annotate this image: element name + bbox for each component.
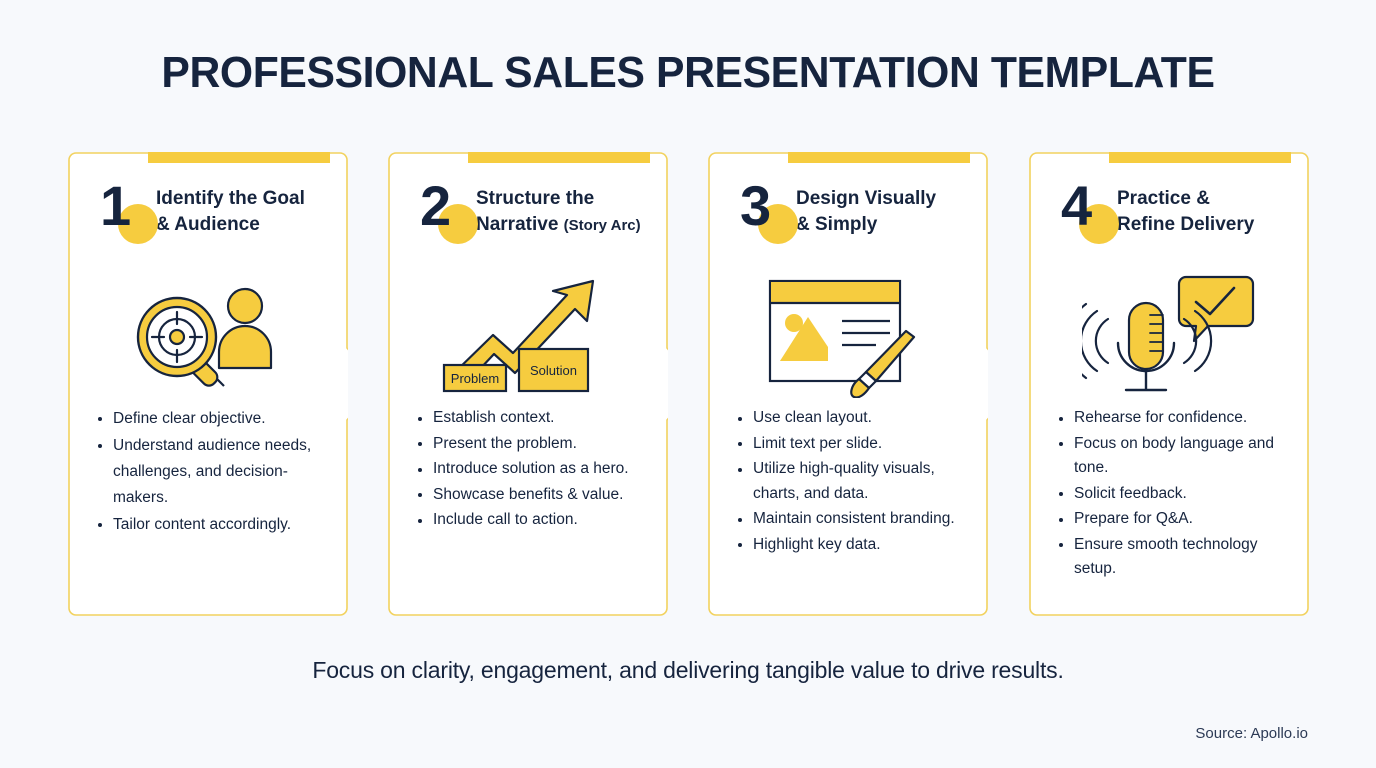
card-illustration bbox=[90, 264, 326, 406]
list-item: Introduce solution as a hero. bbox=[414, 457, 646, 482]
step-number: 3 bbox=[740, 174, 771, 237]
list-item: Highlight key data. bbox=[734, 533, 966, 558]
step-card-3[interactable]: 3 Design Visually & Simply bbox=[708, 152, 988, 616]
card-accent-bar bbox=[788, 152, 970, 163]
list-item: Use clean layout. bbox=[734, 406, 966, 431]
card-header: 4 Practice & Refine Delivery bbox=[1051, 178, 1287, 264]
card-accent-bar bbox=[1109, 152, 1291, 163]
list-item: Ensure smooth technology setup. bbox=[1055, 533, 1287, 582]
step-number-circle bbox=[438, 204, 478, 244]
card-title-line1: Practice & bbox=[1117, 188, 1210, 209]
step-card-4[interactable]: 4 Practice & Refine Delivery bbox=[1029, 152, 1309, 616]
card-illustration bbox=[730, 264, 966, 406]
list-item: Establish context. bbox=[414, 406, 646, 431]
card-title-line2: & Audience bbox=[156, 214, 260, 235]
list-item: Prepare for Q&A. bbox=[1055, 507, 1287, 532]
step-number-badge: 1 bbox=[100, 178, 158, 252]
magnifier-target-audience-icon bbox=[136, 287, 273, 387]
card-header: 1 Identify the Goal & Audience bbox=[90, 178, 326, 264]
solution-label: Solution bbox=[530, 363, 577, 378]
step-card-1[interactable]: 1 Identify the Goal & Audience bbox=[68, 152, 348, 616]
card-body: 3 Design Visually & Simply bbox=[708, 152, 988, 616]
card-body: 1 Identify the Goal & Audience bbox=[68, 152, 348, 616]
card-title-line1: Design Visually bbox=[796, 188, 937, 209]
footer-tagline: Focus on clarity, engagement, and delive… bbox=[312, 657, 1064, 683]
page-title: PROFESSIONAL SALES PRESENTATION TEMPLATE bbox=[161, 48, 1215, 97]
step-number-circle bbox=[118, 204, 158, 244]
card-title: Practice & Refine Delivery bbox=[1117, 182, 1287, 238]
card-header: 3 Design Visually & Simply bbox=[730, 178, 966, 264]
step-number: 4 bbox=[1061, 174, 1092, 237]
card-header: 2 Structure the Narrative (Story Arc) bbox=[410, 178, 646, 264]
card-bullet-list: Use clean layout. Limit text per slide. … bbox=[730, 406, 966, 557]
card-title: Identify the Goal & Audience bbox=[156, 182, 326, 238]
card-illustration: Problem Solution bbox=[410, 264, 646, 406]
step-number-badge: 3 bbox=[740, 178, 798, 252]
list-item: Utilize high-quality visuals, charts, an… bbox=[734, 457, 966, 506]
card-title-line2: & Simply bbox=[796, 214, 878, 235]
list-item: Solicit feedback. bbox=[1055, 482, 1287, 507]
list-item: Rehearse for confidence. bbox=[1055, 406, 1287, 431]
card-outline-shape bbox=[1029, 152, 1309, 616]
card-title: Design Visually & Simply bbox=[796, 182, 966, 238]
card-bullet-list: Establish context. Present the problem. … bbox=[410, 406, 646, 533]
card-accent-bar bbox=[148, 152, 330, 163]
list-item: Present the problem. bbox=[414, 432, 646, 457]
slide-paintbrush-icon bbox=[768, 279, 915, 398]
step-number-circle bbox=[1079, 204, 1119, 244]
list-item: Focus on body language and tone. bbox=[1055, 432, 1287, 481]
card-body: 4 Practice & Refine Delivery bbox=[1029, 152, 1309, 616]
step-number-badge: 2 bbox=[420, 178, 478, 252]
card-bullet-list: Define clear objective. Understand audie… bbox=[90, 406, 326, 538]
list-item: Maintain consistent branding. bbox=[734, 507, 966, 532]
card-illustration bbox=[1051, 264, 1287, 406]
step-number: 1 bbox=[100, 174, 131, 237]
card-title-line2: Refine Delivery bbox=[1117, 214, 1255, 235]
card-title-subtext: (Story Arc) bbox=[563, 217, 641, 234]
step-card-2[interactable]: 2 Structure the Narrative (Story Arc) bbox=[388, 152, 668, 616]
list-item: Limit text per slide. bbox=[734, 432, 966, 457]
problem-label: Problem bbox=[450, 371, 498, 386]
steps-container: 1 Identify the Goal & Audience bbox=[68, 152, 1310, 616]
step-number: 2 bbox=[420, 174, 451, 237]
step-number-badge: 4 bbox=[1061, 178, 1119, 252]
card-title-line1: Structure the bbox=[476, 188, 595, 209]
card-title-line1: Identify the Goal bbox=[156, 188, 305, 209]
card-accent-bar bbox=[468, 152, 650, 163]
card-body: 2 Structure the Narrative (Story Arc) bbox=[388, 152, 668, 616]
card-title-line2: Narrative bbox=[476, 214, 559, 235]
card-bullet-list: Rehearse for confidence. Focus on body l… bbox=[1051, 406, 1287, 582]
card-title: Structure the Narrative (Story Arc) bbox=[476, 182, 646, 239]
list-item: Define clear objective. bbox=[94, 406, 326, 432]
list-item: Tailor content accordingly. bbox=[94, 512, 326, 538]
microphone-check-bubble-icon bbox=[1081, 275, 1254, 392]
card-outline-shape bbox=[708, 152, 988, 616]
source-attribution: Source: Apollo.io bbox=[1195, 725, 1308, 742]
list-item: Showcase benefits & value. bbox=[414, 483, 646, 508]
step-number-circle bbox=[758, 204, 798, 244]
growth-arrow-problem-solution-icon: Problem Solution bbox=[442, 279, 594, 392]
list-item: Understand audience needs, challenges, a… bbox=[94, 433, 326, 511]
list-item: Include call to action. bbox=[414, 508, 646, 533]
